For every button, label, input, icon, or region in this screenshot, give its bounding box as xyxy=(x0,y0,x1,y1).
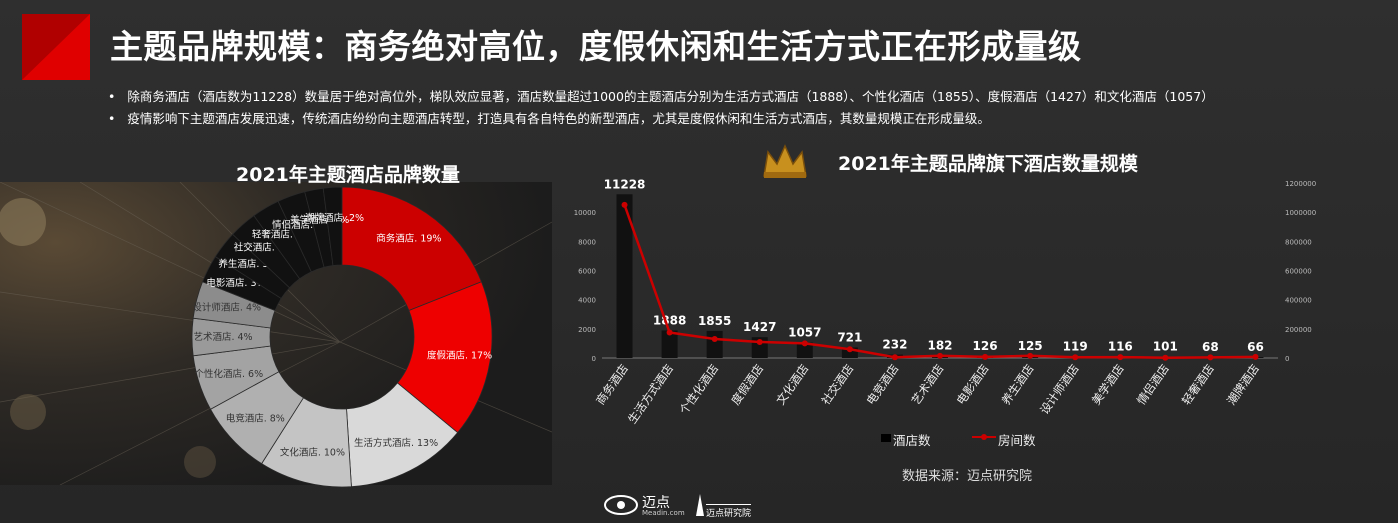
bullet-2: 疫情影响下主题酒店发展迅速，传统酒店纷纷向主题酒店转型，打造具有各自特色的新型酒… xyxy=(110,108,1214,130)
x-tick-8: 电影酒店 xyxy=(954,362,992,408)
bar-value-label-10: 119 xyxy=(1063,339,1088,353)
rooms-point-6 xyxy=(891,354,898,361)
x-tick-11: 美学酒店 xyxy=(1089,362,1127,408)
x-tick-2: 个性化酒店 xyxy=(677,362,721,417)
rooms-point-10 xyxy=(1072,354,1079,361)
institute-tower-icon xyxy=(696,494,704,516)
rooms-point-14 xyxy=(1252,353,1259,360)
y2-tick-6: 1200000 xyxy=(1285,180,1316,188)
crown-icon xyxy=(763,144,807,178)
institute-name: 迈点研究院 xyxy=(706,504,752,519)
rooms-point-12 xyxy=(1162,354,1169,361)
red-square-logo xyxy=(22,14,90,80)
donut-slice-1 xyxy=(396,281,493,434)
x-tick-10: 设计师酒店 xyxy=(1037,362,1081,417)
y2-tick-0: 0 xyxy=(1285,355,1289,363)
bullet-1: 除商务酒店（酒店数为11228）数量居于绝对高位外，梯队效应显著，酒店数量超过1… xyxy=(110,86,1213,108)
y-tick-2: 4000 xyxy=(578,297,596,305)
y2-tick-3: 600000 xyxy=(1285,268,1312,276)
bar-value-label-6: 232 xyxy=(882,338,907,352)
bar-value-label-2: 1855 xyxy=(698,314,731,328)
y2-tick-2: 400000 xyxy=(1285,297,1312,305)
bar-value-label-8: 126 xyxy=(973,339,998,353)
rooms-point-11 xyxy=(1117,354,1124,361)
bar-value-label-0: 11228 xyxy=(604,177,646,191)
bar-value-label-11: 116 xyxy=(1108,339,1133,353)
donut-label-1: 度假酒店. 17% xyxy=(427,350,492,362)
donut-slice-14 xyxy=(322,186,343,267)
y2-tick-5: 1000000 xyxy=(1285,209,1316,217)
donut-label-6: 艺术酒店. 4% xyxy=(193,331,252,343)
bar-chart-title: 2021年主题品牌旗下酒店数量规模 xyxy=(838,153,1138,175)
y-tick-5: 10000 xyxy=(574,209,596,217)
rooms-point-4 xyxy=(801,340,808,347)
y2-tick-1: 200000 xyxy=(1285,326,1312,334)
legend-label-hotels: 酒店数 xyxy=(893,433,931,448)
donut-label-14: 潮牌酒店. 2% xyxy=(305,212,364,224)
bar-value-label-1: 1888 xyxy=(653,313,686,327)
x-tick-4: 文化酒店 xyxy=(773,362,811,408)
donut-slice-0 xyxy=(341,186,482,312)
x-tick-13: 轻奢酒店 xyxy=(1179,362,1217,408)
donut-label-7: 设计师酒店. 4% xyxy=(192,301,261,313)
rooms-point-5 xyxy=(846,346,853,353)
meadin-eye-icon xyxy=(604,495,638,515)
x-tick-14: 潮牌酒店 xyxy=(1224,362,1262,408)
rooms-point-1 xyxy=(666,329,673,336)
y-tick-1: 2000 xyxy=(578,326,596,334)
x-tick-7: 艺术酒店 xyxy=(909,362,947,408)
bar-5 xyxy=(841,347,858,358)
footer: 迈点 Meadin.com 迈点研究院 xyxy=(0,484,1398,523)
donut-label-2: 生活方式酒店. 13% xyxy=(354,437,438,449)
rooms-point-3 xyxy=(756,338,763,345)
bar-value-label-12: 101 xyxy=(1153,340,1178,354)
bar-value-label-14: 66 xyxy=(1247,340,1264,354)
bar-value-label-9: 125 xyxy=(1018,339,1043,353)
y-tick-3: 6000 xyxy=(578,268,596,276)
brand-url: Meadin.com xyxy=(642,509,685,517)
donut-chart-title: 2021年主题酒店品牌数量 xyxy=(236,164,460,186)
y2-tick-4: 800000 xyxy=(1285,238,1312,246)
x-tick-0: 商务酒店 xyxy=(593,362,631,408)
bar-value-label-3: 1427 xyxy=(743,320,776,334)
rooms-point-8 xyxy=(982,353,989,360)
donut-label-0: 商务酒店. 19% xyxy=(376,233,441,245)
brand-name: 迈点 xyxy=(642,495,670,511)
legend-line-swatch xyxy=(972,434,996,440)
rooms-point-7 xyxy=(937,352,943,359)
donut-label-5: 个性化酒店. 6% xyxy=(195,368,264,380)
donut-label-8: 电影酒店. 3% xyxy=(206,277,265,289)
x-tick-5: 社交酒店 xyxy=(818,362,856,408)
x-tick-12: 情侣酒店 xyxy=(1134,362,1172,408)
rooms-point-13 xyxy=(1207,354,1214,361)
bar-value-label-13: 68 xyxy=(1202,340,1219,354)
bar-0 xyxy=(616,194,633,358)
rooms-point-0 xyxy=(621,201,628,208)
page-title: 主题品牌规模：商务绝对高位，度假休闲和生活方式正在形成量级 xyxy=(110,27,1082,66)
legend-label-rooms: 房间数 xyxy=(998,433,1036,448)
y-tick-4: 8000 xyxy=(578,238,596,246)
donut-label-3: 文化酒店. 10% xyxy=(280,446,345,458)
bar-4 xyxy=(796,342,813,358)
data-source: 数据来源：迈点研究院 xyxy=(902,469,1033,484)
bar-value-label-5: 721 xyxy=(837,330,862,344)
x-tick-3: 度假酒店 xyxy=(728,362,766,408)
bar-value-label-4: 1057 xyxy=(788,326,821,340)
legend-bar-swatch xyxy=(881,434,891,442)
x-tick-6: 电竞酒店 xyxy=(864,362,902,408)
summary-bullets: 除商务酒店（酒店数为11228）数量居于绝对高位外，梯队效应显著，酒店数量超过1… xyxy=(110,86,1214,130)
rooms-point-9 xyxy=(1027,352,1034,359)
bar-2 xyxy=(706,330,723,358)
y-tick-0: 0 xyxy=(592,355,596,363)
rooms-point-2 xyxy=(711,336,718,343)
bar-value-label-7: 182 xyxy=(927,338,952,352)
x-tick-1: 生活方式酒店 xyxy=(625,362,676,427)
donut-label-4: 电竞酒店. 8% xyxy=(226,412,285,424)
bar-1 xyxy=(661,330,678,358)
x-tick-9: 养生酒店 xyxy=(999,362,1037,408)
